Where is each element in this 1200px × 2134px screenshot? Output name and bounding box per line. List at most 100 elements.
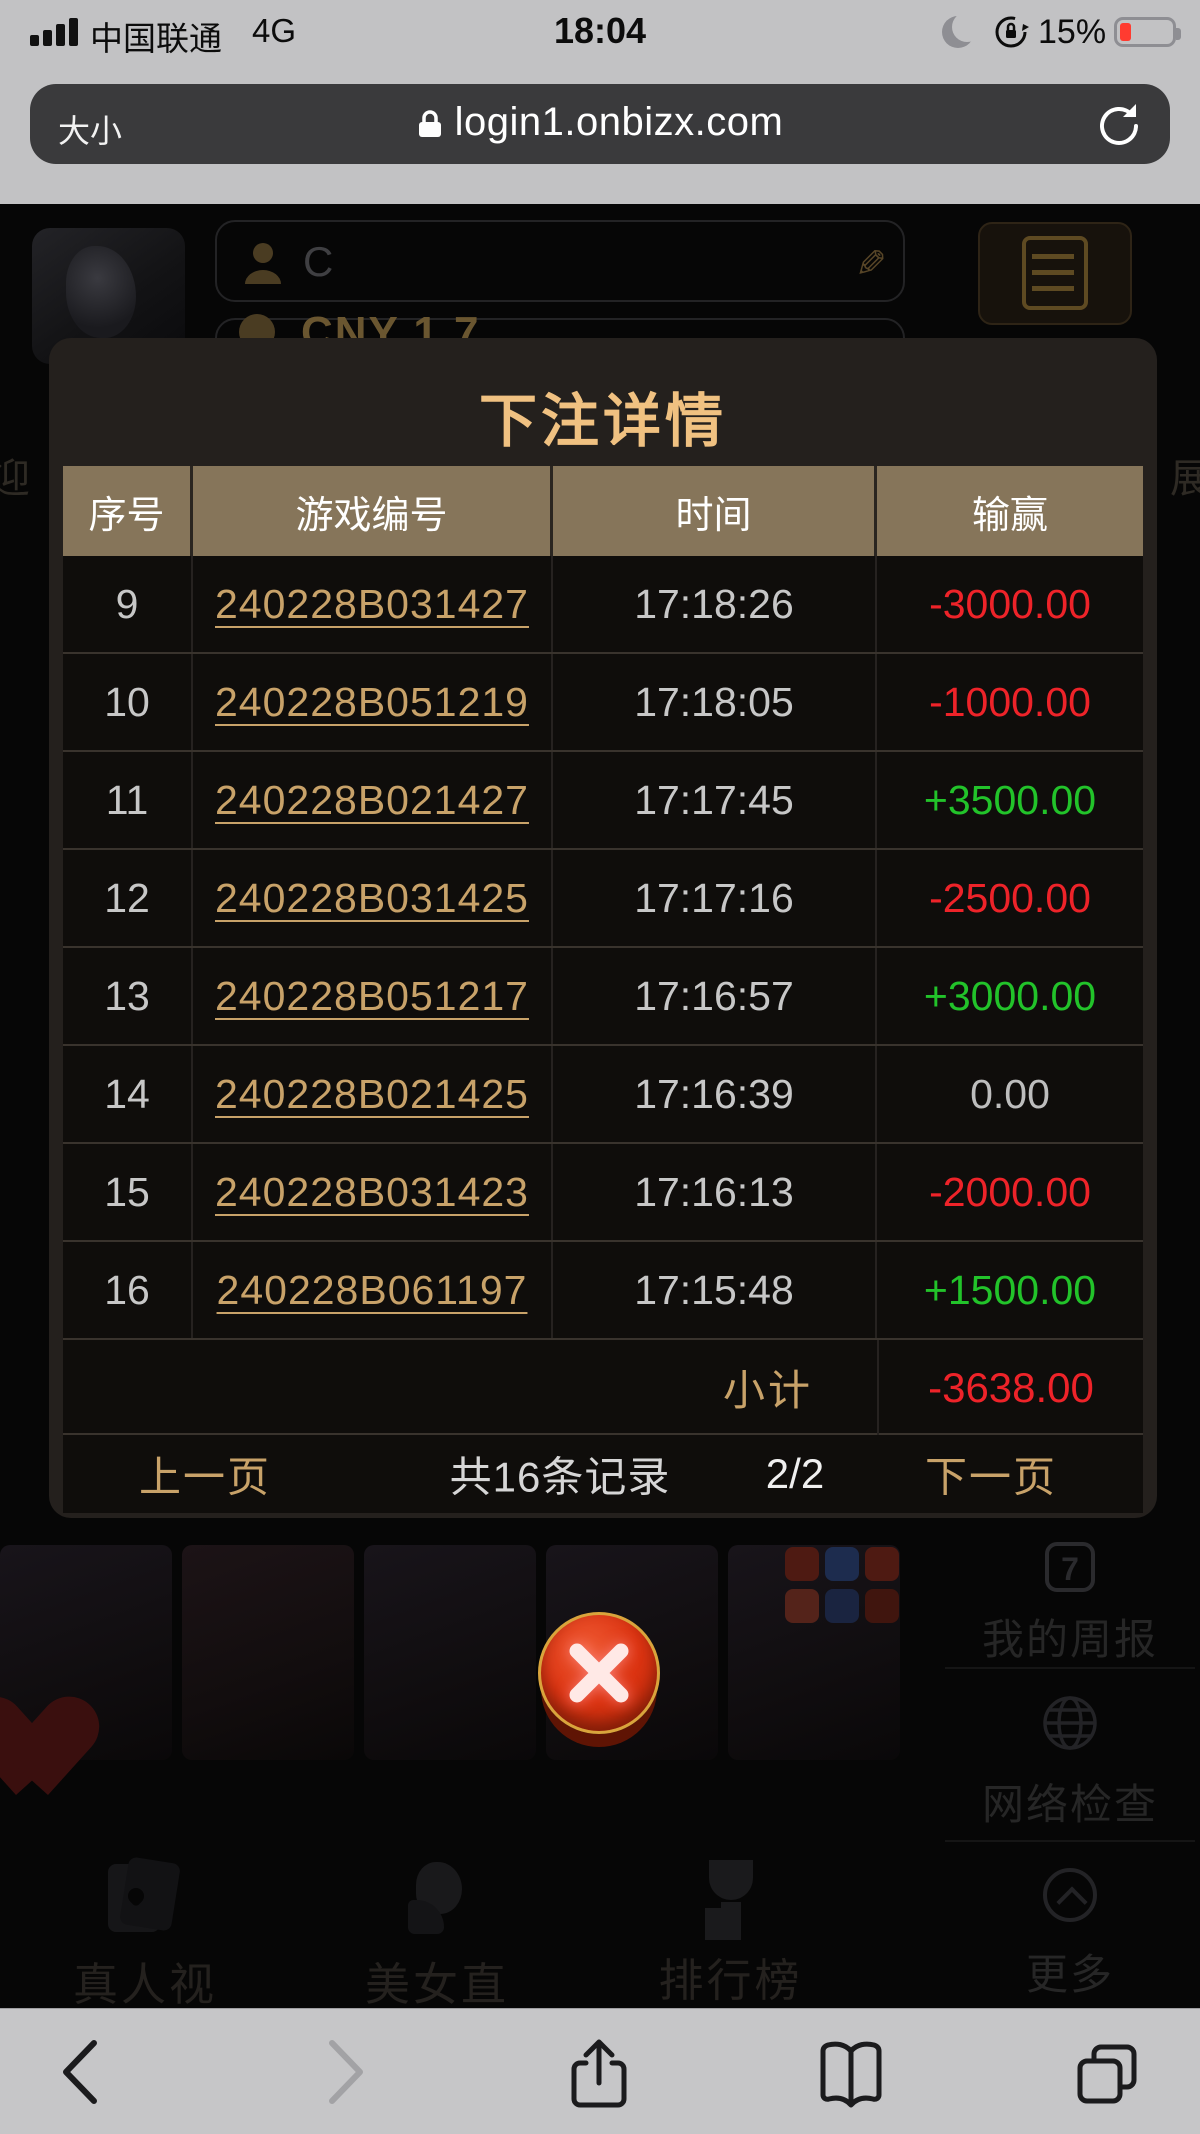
- menu-item-network-check[interactable]: 网络检查: [945, 1694, 1195, 1832]
- safari-toolbar: [0, 2008, 1200, 2134]
- menu-label: 我的周报: [981, 1616, 1158, 1663]
- column-header: 输赢: [971, 494, 1048, 537]
- signal-icon: [30, 35, 39, 46]
- subtotal-label: 小计: [722, 1367, 813, 1414]
- person-icon: [237, 238, 289, 295]
- url-bar[interactable]: 大小 login1.onbizx.com: [30, 84, 1170, 164]
- row-index: 10: [63, 654, 193, 750]
- signal-icon: [56, 24, 65, 46]
- browser-chrome: 中国联通 4G 18:04 15% 大小 login1.onbizx.com: [0, 0, 1200, 204]
- modal-title: 下注详情: [478, 389, 727, 454]
- menu-label: 更多: [1025, 1951, 1114, 1998]
- signal-icon: [43, 30, 52, 46]
- next-page-button[interactable]: 下一页: [924, 1453, 1058, 1501]
- row-result: +3000.00: [923, 972, 1097, 1019]
- game-id-link[interactable]: 240228B021427: [215, 776, 529, 823]
- row-result: -2500.00: [929, 874, 1091, 921]
- prev-page-button[interactable]: 上一页: [138, 1453, 272, 1501]
- game-id-link[interactable]: 240228B031425: [215, 874, 529, 921]
- records-count-label: 共16条记录: [449, 1453, 671, 1501]
- username-row: C ✎: [215, 220, 905, 302]
- row-time: 17:18:05: [553, 654, 877, 750]
- row-time: 17:16:39: [553, 1046, 877, 1142]
- share-button[interactable]: [560, 2035, 638, 2118]
- table-row: 13 240228B051217 17:16:57 +3000.00: [63, 948, 1143, 1046]
- row-result: +1500.00: [923, 1266, 1097, 1313]
- row-index: 11: [63, 752, 193, 848]
- rotation-lock-icon: [993, 14, 1029, 55]
- column-header: 序号: [63, 466, 193, 556]
- battery-icon: [1114, 17, 1181, 47]
- table-header-row: 序号 游戏编号 时间 输赢: [63, 466, 1143, 556]
- row-index: 15: [63, 1144, 193, 1240]
- tabs-button[interactable]: [1068, 2035, 1146, 2118]
- table-row: 16 240228B061197 17:15:48 +1500.00: [63, 1242, 1143, 1340]
- table-row: 12 240228B031425 17:17:16 -2500.00: [63, 850, 1143, 948]
- marquee-right-text: 展: [1170, 457, 1200, 501]
- menu-label: 网络检查: [981, 1781, 1158, 1828]
- subtotal-row: 小计 -3638.00: [63, 1340, 1143, 1435]
- table-row: 11 240228B021427 17:17:45 +3500.00: [63, 752, 1143, 850]
- heart-decoration: [0, 1700, 108, 1810]
- thumbnail: [364, 1545, 536, 1760]
- menu-item-more[interactable]: 更多: [945, 1868, 1195, 2002]
- close-icon: [569, 1643, 629, 1703]
- bet-table: 序号 游戏编号 时间 输赢 9 240228B031427 17:18:26 -…: [63, 466, 1143, 1513]
- row-index: 13: [63, 948, 193, 1044]
- trophy-icon: [696, 1860, 766, 1934]
- cards-icon: [108, 1856, 182, 1938]
- row-time: 17:16:13: [553, 1144, 877, 1240]
- nav-item-ranking[interactable]: 排行榜: [648, 1860, 813, 2009]
- calendar-icon: [1022, 236, 1088, 310]
- column-header: 时间: [553, 466, 877, 556]
- reader-size-button[interactable]: 大小: [58, 113, 123, 149]
- battery-percent-label: 15%: [1038, 13, 1107, 51]
- username-value: C: [303, 238, 334, 285]
- row-time: 17:17:45: [553, 752, 877, 848]
- reload-button[interactable]: [1092, 98, 1144, 155]
- game-id-link[interactable]: 240228B031427: [215, 580, 529, 627]
- row-index: 16: [63, 1242, 193, 1338]
- forward-button[interactable]: [312, 2035, 376, 2114]
- row-result: -1000.00: [929, 678, 1091, 725]
- row-index: 12: [63, 850, 193, 946]
- row-index: 9: [63, 556, 193, 652]
- game-id-link[interactable]: 240228B061197: [216, 1266, 528, 1313]
- row-result: 0.00: [970, 1070, 1050, 1117]
- back-button[interactable]: [50, 2035, 114, 2114]
- game-id-link[interactable]: 240228B051217: [215, 972, 529, 1019]
- status-bar: 中国联通 4G 18:04 15%: [0, 0, 1200, 60]
- row-result: -2000.00: [929, 1168, 1091, 1215]
- bet-details-modal: 下注详情 序号 游戏编号 时间 输赢 9 240228B031427 17:18…: [49, 338, 1157, 1518]
- row-time: 17:15:48: [553, 1242, 877, 1338]
- bookmarks-button[interactable]: [812, 2035, 890, 2118]
- promo-card-button[interactable]: [978, 222, 1132, 325]
- table-row: 15 240228B031423 17:16:13 -2000.00: [63, 1144, 1143, 1242]
- thumbnail: [182, 1545, 354, 1760]
- page-indicator: 2/2: [765, 1450, 825, 1497]
- marquee-left-text: 迎: [0, 457, 30, 501]
- column-header: 游戏编号: [193, 466, 553, 556]
- carrier-label: 中国联通: [90, 20, 222, 57]
- row-time: 17:18:26: [553, 556, 877, 652]
- row-index: 14: [63, 1046, 193, 1142]
- table-row: 14 240228B021425 17:16:39 0.00: [63, 1046, 1143, 1144]
- pagination-row: 上一页 共16条记录 2/2 下一页: [63, 1435, 1143, 1513]
- divider: [945, 1840, 1195, 1842]
- lock-icon: [418, 110, 441, 137]
- clock: 18:04: [553, 10, 647, 51]
- close-button[interactable]: [538, 1612, 660, 1734]
- game-id-link[interactable]: 240228B021425: [215, 1070, 529, 1117]
- game-id-link[interactable]: 240228B051219: [215, 678, 529, 725]
- row-result: +3500.00: [923, 776, 1097, 823]
- menu-item-weekly-report[interactable]: 7 我的周报: [945, 1542, 1195, 1667]
- edit-pencil-icon[interactable]: ✎: [855, 244, 887, 286]
- signal-icon: [69, 18, 78, 46]
- row-result: -3000.00: [929, 580, 1091, 627]
- game-id-link[interactable]: 240228B031423: [215, 1168, 529, 1215]
- row-time: 17:17:16: [553, 850, 877, 946]
- table-row: 10 240228B051219 17:18:05 -1000.00: [63, 654, 1143, 752]
- game-icons-cluster: [785, 1547, 945, 1629]
- address-field[interactable]: login1.onbizx.com: [30, 100, 1170, 145]
